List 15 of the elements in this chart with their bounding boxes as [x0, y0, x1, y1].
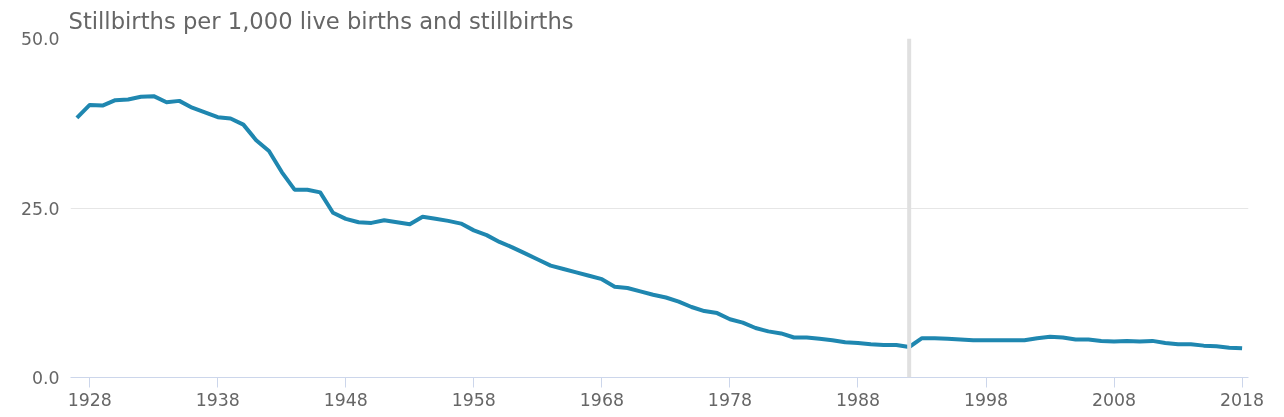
- y-tick-label: 0.0: [31, 368, 60, 388]
- x-tick-label: 1978: [707, 389, 752, 410]
- x-tick-label: 2018: [1220, 389, 1265, 410]
- x-tick-label: 1948: [323, 389, 368, 410]
- x-tick-label: 1958: [451, 389, 496, 410]
- chart-title: Stillbirths per 1,000 live births and stillbirths: [68, 7, 574, 34]
- x-tick-label: 1988: [835, 389, 881, 410]
- x-tick-label: 1928: [67, 389, 112, 410]
- y-tick-label: 25.0: [20, 198, 60, 219]
- x-tick-label: 1938: [195, 389, 240, 410]
- y-tick-label: 50.0: [20, 29, 60, 49]
- x-tick-label: 1998: [963, 389, 1009, 410]
- x-tick-label: 2008: [1092, 389, 1137, 410]
- x-tick-label: 1968: [579, 389, 624, 410]
- line-series: [74, 94, 1245, 351]
